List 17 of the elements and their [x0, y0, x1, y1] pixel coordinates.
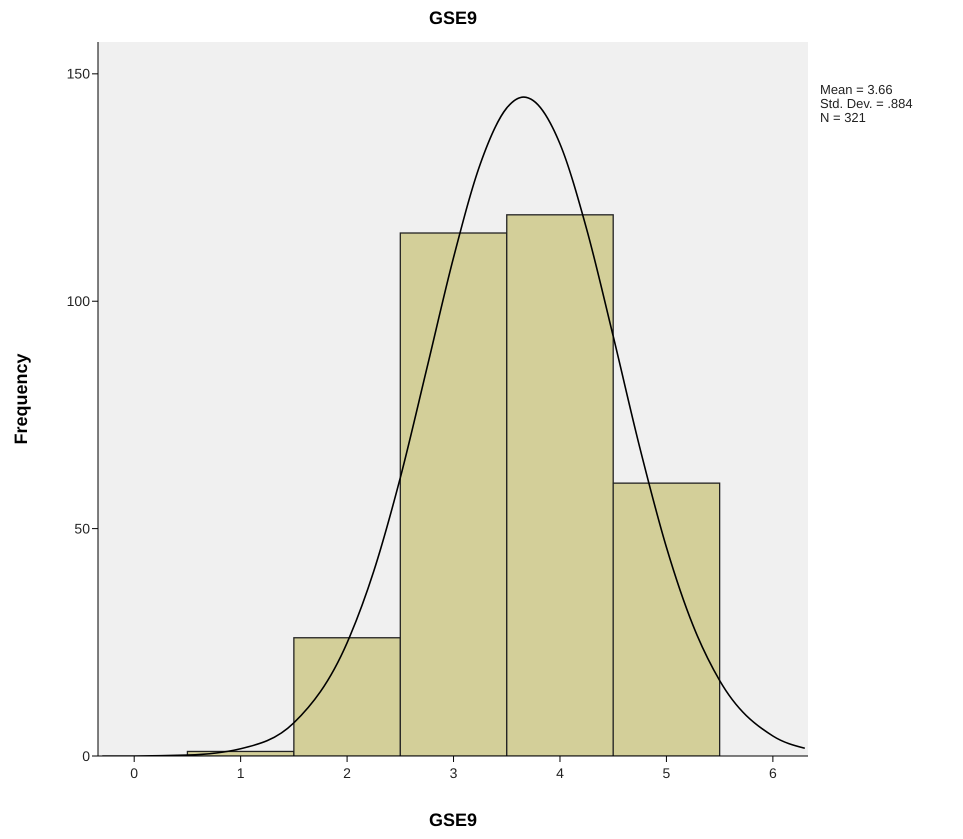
y-tick-label: 150 — [66, 66, 90, 82]
y-tick-label: 100 — [66, 293, 90, 310]
y-axis-title: Frequency — [11, 353, 31, 445]
x-tick-label: 6 — [768, 765, 777, 781]
x-tick-label: 5 — [662, 765, 671, 781]
x-axis-title: GSE9 — [428, 810, 478, 830]
text: Std. Dev. = .884 — [820, 96, 913, 111]
chart-title: GSE9 — [428, 8, 478, 28]
y-tick-label: 50 — [74, 520, 90, 537]
x-tick-label: 2 — [343, 765, 352, 781]
text: Mean = 3.66 — [820, 82, 893, 97]
x-tick-label: 0 — [130, 765, 138, 781]
y-tick-label: 0 — [82, 748, 90, 764]
x-tick-label: 3 — [450, 765, 458, 781]
x-tick-label: 4 — [556, 765, 564, 781]
text: N = 321 — [820, 110, 866, 125]
x-tick-label: 1 — [236, 765, 245, 781]
